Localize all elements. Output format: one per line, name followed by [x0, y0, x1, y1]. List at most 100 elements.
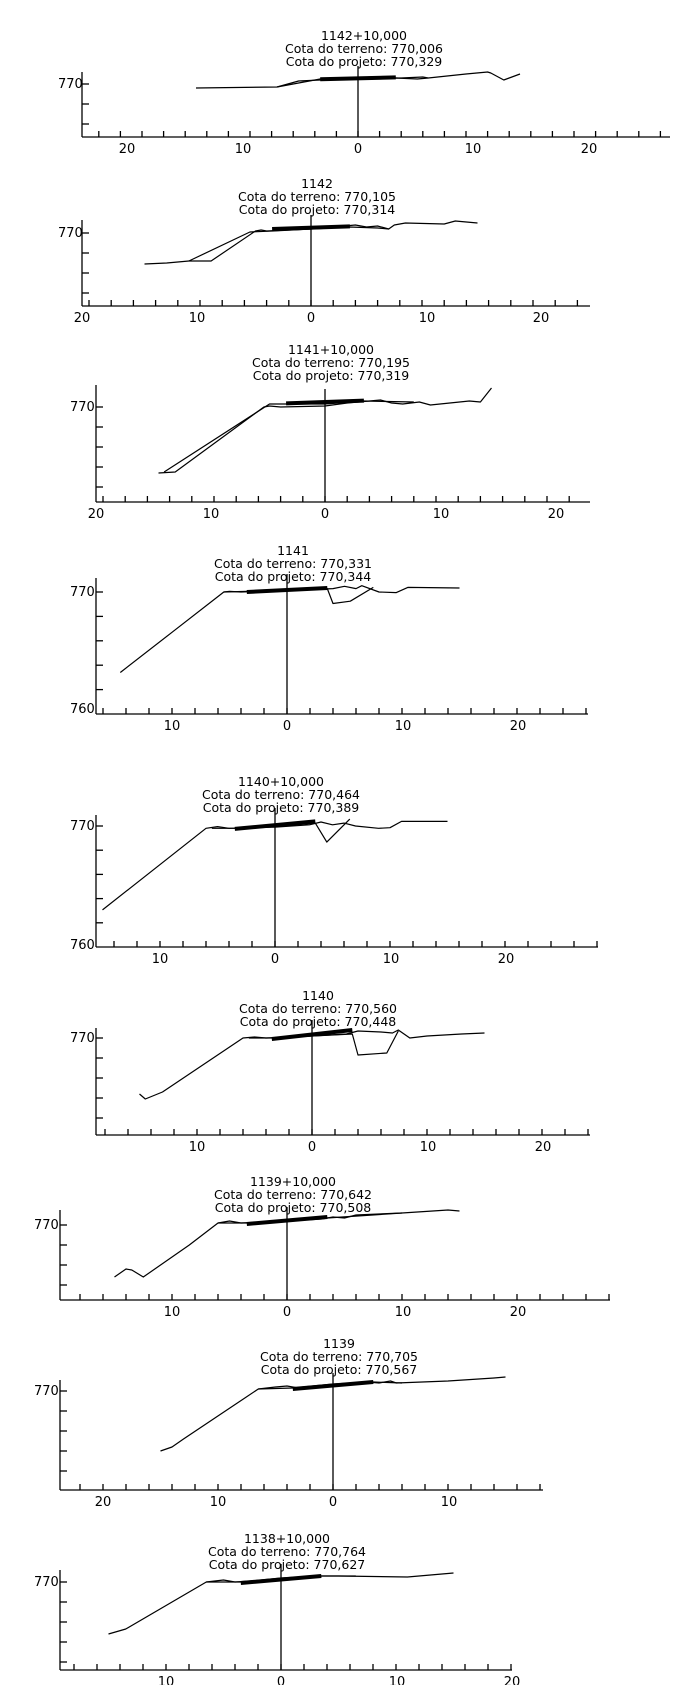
terrain-elevation-label: Cota do terreno: 770,764	[208, 1544, 366, 1559]
section-title: 1142	[301, 176, 333, 191]
y-tick-label: 770	[34, 1575, 59, 1590]
project-elevation-label: Cota do projeto: 770,329	[286, 54, 443, 69]
terrain-profile-line	[119, 585, 460, 673]
pavement-line	[286, 398, 364, 406]
x-tick-label: 0	[277, 1675, 285, 1685]
x-tick-label: 20	[535, 1140, 552, 1155]
x-tick-label: 10	[395, 719, 412, 734]
project-elevation-label: Cota do projeto: 770,319	[253, 368, 410, 383]
x-tick-label: 10	[189, 1140, 206, 1155]
pavement-line	[246, 1215, 328, 1226]
x-tick-label: 20	[119, 142, 136, 157]
y-tick-label: 760	[70, 938, 95, 953]
x-tick-label: 10	[419, 311, 436, 326]
section-title: 1138+10,000	[244, 1531, 330, 1546]
x-tick-label: 0	[283, 1305, 291, 1320]
y-tick-label: 770	[70, 1031, 95, 1046]
x-tick-label: 20	[88, 507, 105, 522]
pavement-line	[320, 75, 396, 82]
section-title: 1139	[323, 1336, 355, 1351]
terrain-elevation-label: Cota do terreno: 770,331	[214, 556, 372, 571]
x-tick-label: 20	[548, 507, 565, 522]
y-tick-label: 770	[70, 585, 95, 600]
x-tick-label: 10	[389, 1675, 406, 1685]
x-tick-label: 10	[420, 1140, 437, 1155]
project-elevation-label: Cota do projeto: 770,627	[209, 1557, 366, 1572]
x-tick-label: 10	[158, 1675, 175, 1685]
terrain-profile-line	[139, 1029, 485, 1100]
x-tick-label: 0	[307, 311, 315, 326]
design-section-line	[163, 400, 414, 473]
x-tick-label: 0	[321, 507, 329, 522]
project-elevation-label: Cota do projeto: 770,508	[215, 1200, 372, 1215]
x-tick-label: 10	[383, 952, 400, 967]
x-tick-label: 20	[510, 719, 527, 734]
x-tick-label: 0	[271, 952, 279, 967]
project-elevation-label: Cota do projeto: 770,344	[215, 569, 372, 584]
x-tick-label: 0	[354, 142, 362, 157]
x-tick-label: 10	[235, 142, 252, 157]
terrain-elevation-label: Cota do terreno: 770,195	[252, 355, 410, 370]
terrain-elevation-label: Cota do terreno: 770,006	[285, 41, 443, 56]
x-tick-label: 0	[308, 1140, 316, 1155]
y-tick-label: 770	[58, 77, 83, 92]
y-tick-label: 770	[70, 819, 95, 834]
section-title: 1140+10,000	[238, 774, 324, 789]
terrain-elevation-label: Cota do terreno: 770,705	[260, 1349, 418, 1364]
x-tick-label: 20	[74, 311, 91, 326]
terrain-elevation-label: Cota do terreno: 770,560	[239, 1001, 397, 1016]
terrain-elevation-label: Cota do terreno: 770,105	[238, 189, 396, 204]
project-elevation-label: Cota do projeto: 770,567	[261, 1362, 418, 1377]
terrain-elevation-label: Cota do terreno: 770,464	[202, 787, 360, 802]
x-tick-label: 0	[283, 719, 291, 734]
x-tick-label: 20	[504, 1675, 521, 1685]
pavement-line	[272, 224, 350, 231]
x-tick-label: 10	[189, 311, 206, 326]
x-tick-label: 10	[164, 719, 181, 734]
terrain-profile-line	[102, 820, 448, 911]
y-tick-label: 770	[34, 1218, 59, 1233]
x-tick-label: 10	[203, 507, 220, 522]
x-tick-label: 20	[95, 1495, 112, 1510]
terrain-elevation-label: Cota do terreno: 770,642	[214, 1187, 372, 1202]
y-tick-label: 760	[70, 702, 95, 717]
x-tick-label: 10	[210, 1495, 227, 1510]
x-tick-label: 10	[395, 1305, 412, 1320]
section-title: 1141	[277, 543, 309, 558]
x-tick-label: 20	[498, 952, 515, 967]
x-tick-label: 20	[581, 142, 598, 157]
x-tick-label: 10	[433, 507, 450, 522]
section-title: 1142+10,000	[321, 28, 407, 43]
pavement-line	[240, 1574, 322, 1585]
x-tick-label: 20	[533, 311, 550, 326]
pavement-line	[246, 586, 328, 594]
pavement-line	[292, 1380, 374, 1391]
section-title: 1140	[302, 988, 334, 1003]
x-tick-label: 10	[164, 1305, 181, 1320]
pavement-line	[234, 819, 316, 831]
y-tick-label: 770	[34, 1384, 59, 1399]
project-elevation-label: Cota do projeto: 770,448	[240, 1014, 397, 1029]
x-tick-label: 10	[441, 1495, 458, 1510]
project-elevation-label: Cota do projeto: 770,314	[239, 202, 396, 217]
y-tick-label: 770	[70, 400, 95, 415]
section-title: 1141+10,000	[288, 342, 374, 357]
x-tick-label: 20	[510, 1305, 527, 1320]
x-tick-label: 10	[152, 952, 169, 967]
pavement-line	[271, 1028, 353, 1041]
x-tick-label: 0	[329, 1495, 337, 1510]
y-tick-label: 770	[58, 226, 83, 241]
section-title: 1139+10,000	[250, 1174, 336, 1189]
project-elevation-label: Cota do projeto: 770,389	[203, 800, 360, 815]
x-tick-label: 10	[465, 142, 482, 157]
